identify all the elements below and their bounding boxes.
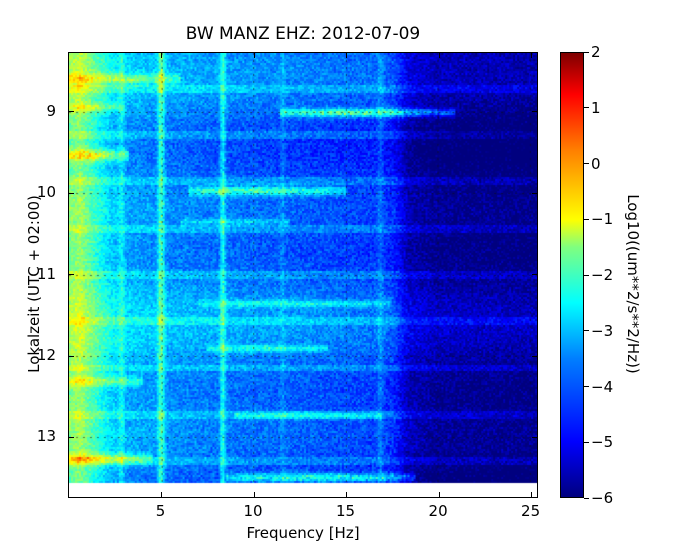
- colorbar-tick-label: 1: [591, 98, 601, 117]
- x-tick-top: [438, 53, 440, 58]
- y-tick-right: [532, 355, 537, 357]
- x-tick-top: [161, 53, 163, 58]
- y-tick-right: [532, 436, 537, 438]
- y-tick-label: 10: [36, 183, 56, 202]
- colorbar-tick-label: 0: [591, 154, 601, 173]
- y-tick-right: [532, 111, 537, 113]
- colorbar-tick-label: −5: [591, 433, 614, 452]
- x-tick-top: [253, 53, 255, 58]
- x-tick-label: 10: [243, 502, 263, 520]
- colorbar-tick-label: −2: [591, 266, 614, 284]
- y-tick: [69, 355, 74, 357]
- spectrogram-image: [69, 53, 537, 488]
- y-tick-label: 11: [36, 264, 56, 283]
- colorbar-tick: [584, 386, 589, 387]
- colorbar-tick-label: −4: [591, 377, 614, 396]
- x-tick: [161, 492, 163, 497]
- colorbar: [560, 52, 584, 498]
- page-title: BW MANZ EHZ: 2012-07-09: [185, 24, 421, 44]
- y-tick-right: [532, 274, 537, 276]
- x-tick: [438, 492, 440, 497]
- colorbar-tick: [584, 330, 589, 332]
- y-tick-label: 12: [36, 346, 56, 365]
- colorbar-tick: [584, 441, 589, 443]
- x-tick-label: 25: [521, 502, 541, 520]
- x-tick-top: [346, 53, 348, 58]
- y-tick: [69, 111, 74, 113]
- y-tick: [69, 192, 74, 194]
- colorbar-tick-label: −6: [591, 489, 614, 507]
- y-tick-label: 13: [36, 427, 56, 446]
- y-tick: [69, 274, 74, 276]
- colorbar-tick-label: −3: [591, 321, 614, 340]
- y-tick-label: 9: [46, 101, 56, 120]
- colorbar-tick: [584, 107, 589, 109]
- colorbar-tick: [584, 163, 589, 164]
- spectrogram-axes: [68, 52, 538, 498]
- colorbar-label: Log10((um**2/s**2/Hz)): [624, 194, 642, 374]
- x-tick: [531, 492, 533, 497]
- x-tick-label: 5: [155, 502, 166, 520]
- y-axis-label: Lokalzeit (UTC + 02:00): [25, 195, 43, 373]
- x-tick: [253, 492, 255, 497]
- x-tick-top: [531, 53, 533, 58]
- x-axis-label: Frequency [Hz]: [246, 524, 360, 542]
- colorbar-tick-label: −1: [591, 210, 614, 229]
- colorbar-tick: [584, 218, 589, 220]
- y-tick: [69, 436, 74, 438]
- x-tick-label: 15: [336, 502, 356, 520]
- colorbar-tick: [584, 274, 589, 276]
- x-tick: [346, 492, 348, 497]
- y-tick-right: [532, 192, 537, 194]
- x-tick-label: 20: [428, 502, 448, 520]
- colorbar-tick-label: 2: [591, 43, 601, 61]
- colorbar-tick: [584, 51, 589, 53]
- colorbar-tick: [584, 497, 589, 499]
- spectrogram-image-wrapper: [69, 53, 537, 488]
